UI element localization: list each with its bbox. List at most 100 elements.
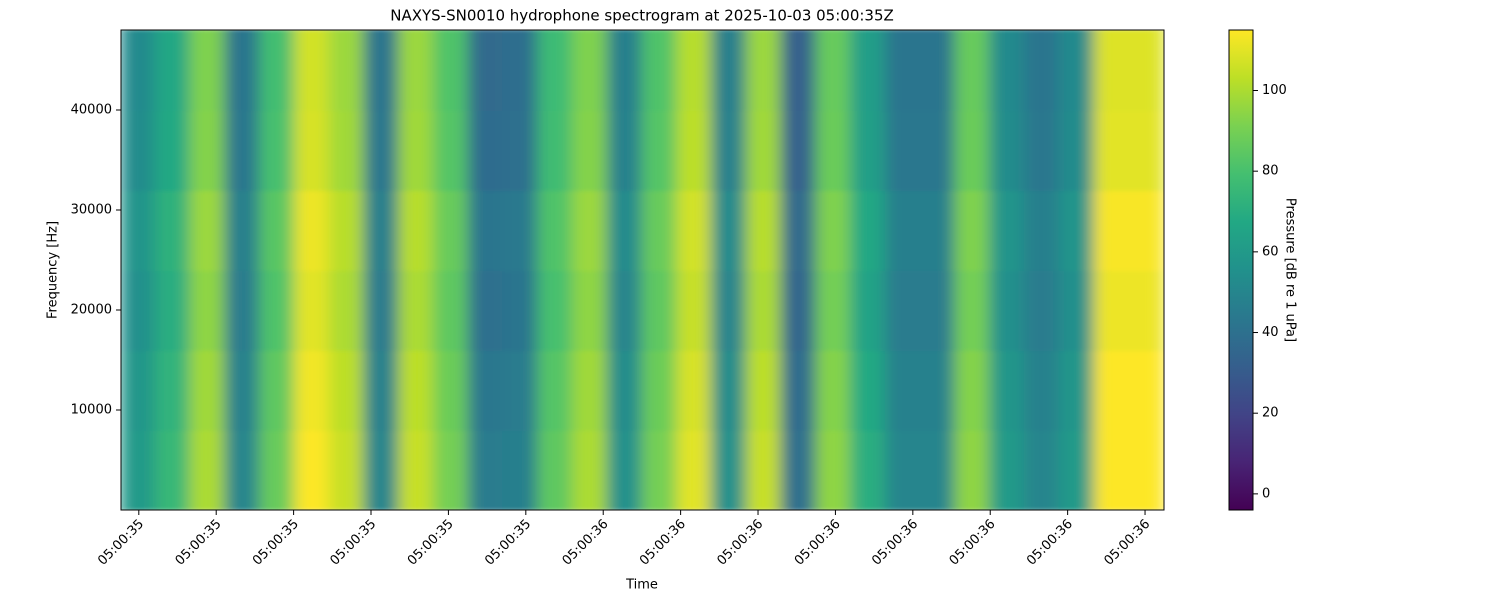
heatmap-cell [850, 269, 887, 351]
heatmap-cell [780, 429, 818, 510]
heatmap-cell [954, 189, 992, 271]
heatmap-cell [293, 30, 331, 111]
heatmap-cell [850, 429, 887, 510]
colorbar-tick-label: 80 [1262, 164, 1279, 179]
heatmap-cell [502, 269, 540, 351]
heatmap-cell [815, 429, 853, 510]
chart-title: NAXYS-SN0010 hydrophone spectrogram at 2… [390, 7, 894, 25]
heatmap-cell [121, 109, 157, 191]
heatmap-cell [606, 30, 644, 111]
colorbar [1228, 29, 1254, 511]
heatmap-cell [745, 429, 783, 510]
x-tick-label: 05:00:35 [95, 517, 147, 569]
heatmap-cell [328, 189, 366, 271]
heatmap-cell [884, 189, 922, 271]
heatmap-cell [328, 269, 366, 351]
heatmap-cell [189, 30, 227, 111]
heatmap-cell [919, 349, 957, 431]
heatmap-cell [293, 109, 331, 191]
heatmap-cell [363, 269, 401, 351]
heatmap-cell [850, 109, 887, 191]
heatmap-cell [154, 109, 192, 191]
y-axis-label: Frequency [Hz] [46, 221, 61, 319]
heatmap-cell [121, 189, 157, 271]
heatmap-cell [398, 429, 435, 510]
heatmap-cell [780, 269, 818, 351]
heatmap-cell [1128, 429, 1164, 510]
colorbar-label: Pressure [dB re 1 uPa] [1283, 198, 1298, 342]
heatmap-cell [711, 189, 748, 271]
heatmap-cell [954, 429, 992, 510]
heatmap-cell [1093, 349, 1131, 431]
heatmap-cell [398, 349, 435, 431]
heatmap-cell [224, 189, 262, 271]
heatmap-cell [571, 30, 609, 111]
heatmap-cell [745, 189, 783, 271]
heatmap-cell [432, 109, 470, 191]
heatmap-cell [328, 349, 366, 431]
heatmap-cell [954, 349, 992, 431]
heatmap-cell [676, 349, 714, 431]
heatmap-cell [815, 189, 853, 271]
y-tick-label: 10000 [71, 403, 112, 418]
heatmap-cell [641, 429, 679, 510]
heatmap-cell [676, 109, 714, 191]
heatmap-cell [1023, 269, 1061, 351]
heatmap-cell [989, 349, 1026, 431]
heatmap-cell [711, 349, 748, 431]
heatmap-cell [398, 269, 435, 351]
heatmap-cell [954, 269, 992, 351]
heatmap-cell [641, 189, 679, 271]
heatmap-cell [502, 429, 540, 510]
heatmap-cell [676, 269, 714, 351]
heatmap-cell [1058, 189, 1096, 271]
heatmap-cell [1128, 30, 1164, 111]
heatmap-cell [432, 189, 470, 271]
x-tick-label: 05:00:36 [1101, 517, 1153, 569]
heatmap-cell [606, 269, 644, 351]
heatmap-cell [1023, 349, 1061, 431]
heatmap-cell [432, 349, 470, 431]
x-tick-label: 05:00:35 [250, 517, 302, 569]
heatmap-cell [1128, 269, 1164, 351]
heatmap-cell [259, 109, 296, 191]
heatmap-cell [1128, 189, 1164, 271]
heatmap-cell [571, 109, 609, 191]
heatmap-cell [780, 109, 818, 191]
heatmap-cell [711, 269, 748, 351]
heatmap-cell [1128, 349, 1164, 431]
heatmap-cell [259, 349, 296, 431]
heatmap-cell [919, 30, 957, 111]
heatmap-cell [467, 349, 505, 431]
heatmap-cell [884, 349, 922, 431]
colorbar-tick-label: 20 [1262, 406, 1279, 421]
heatmap-cell [1058, 30, 1096, 111]
x-tick-label: 05:00:35 [327, 517, 379, 569]
colorbar-tick-label: 100 [1262, 83, 1287, 98]
heatmap-cell [1058, 429, 1096, 510]
heatmap-cell [189, 269, 227, 351]
heatmap-cell [676, 429, 714, 510]
heatmap-cell [571, 269, 609, 351]
colorbar-tick-label: 40 [1262, 325, 1279, 340]
heatmap-cell [467, 189, 505, 271]
heatmap-cell [919, 109, 957, 191]
heatmap-cell [121, 349, 157, 431]
heatmap-cell [121, 429, 157, 510]
heatmap-cell [154, 349, 192, 431]
heatmap-cell [571, 429, 609, 510]
heatmap-cell [363, 109, 401, 191]
heatmap-cell [259, 189, 296, 271]
heatmap-cell [363, 349, 401, 431]
heatmap-cell [1093, 429, 1131, 510]
heatmap-cell [745, 109, 783, 191]
heatmap-cell [989, 189, 1026, 271]
heatmap-cell [467, 429, 505, 510]
heatmap-cell [363, 30, 401, 111]
heatmap-cell [919, 429, 957, 510]
heatmap-cell [780, 349, 818, 431]
heatmap-cell [154, 429, 192, 510]
heatmap-cell [780, 30, 818, 111]
heatmap-cell [121, 30, 157, 111]
heatmap-cell [293, 349, 331, 431]
